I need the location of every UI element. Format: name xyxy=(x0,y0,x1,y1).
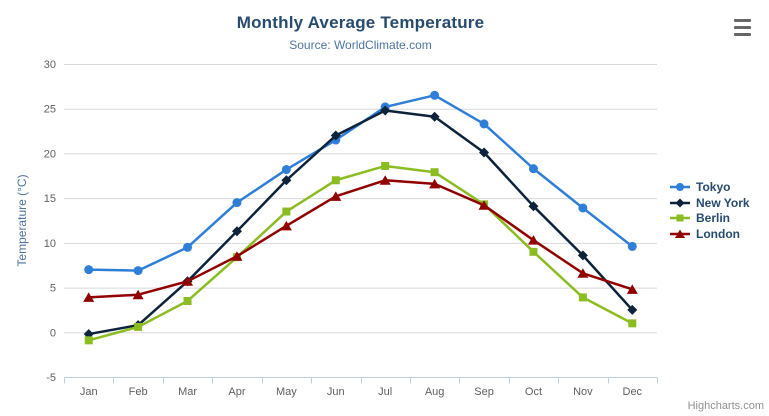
data-point-marker xyxy=(429,111,440,122)
data-point-marker xyxy=(577,250,588,261)
svg-text:Mar: Mar xyxy=(178,386,197,398)
data-point-marker xyxy=(282,207,291,216)
credits-link[interactable]: Highcharts.com xyxy=(687,400,764,412)
svg-text:Nov: Nov xyxy=(573,386,593,398)
data-point-marker xyxy=(675,198,685,208)
x-axis xyxy=(64,377,658,384)
svg-text:Apr: Apr xyxy=(228,386,245,398)
svg-text:20: 20 xyxy=(44,148,56,160)
data-point-marker xyxy=(183,296,192,305)
x-axis-labels: Jan Feb Mar Apr May Jun Jul Aug Sep Oct Nov Dec xyxy=(80,386,643,398)
svg-text:Feb: Feb xyxy=(129,386,148,398)
data-point-marker xyxy=(83,292,95,302)
data-point-marker xyxy=(430,90,440,100)
legend-label-new-york: New York xyxy=(696,195,750,210)
series-london[interactable] xyxy=(83,175,638,302)
data-point-marker xyxy=(182,276,194,286)
data-point-marker xyxy=(330,130,341,141)
data-point-marker xyxy=(430,168,439,177)
data-point-marker xyxy=(429,178,441,189)
svg-text:May: May xyxy=(276,386,297,398)
legend-marker-london xyxy=(669,228,691,240)
data-point-marker xyxy=(132,289,144,300)
data-point-marker xyxy=(676,214,684,222)
svg-text:0: 0 xyxy=(50,327,56,339)
series-tokyo[interactable] xyxy=(84,90,637,276)
svg-text:Oct: Oct xyxy=(525,386,542,398)
svg-text:5: 5 xyxy=(50,283,56,295)
data-point-marker xyxy=(676,182,684,191)
legend-item-new-york[interactable]: New York xyxy=(669,195,750,211)
data-point-marker xyxy=(479,147,490,158)
grid-lines xyxy=(64,64,657,334)
svg-text:30: 30 xyxy=(44,59,56,71)
data-point-marker xyxy=(578,203,588,213)
data-point-marker xyxy=(478,200,490,210)
svg-text:Aug: Aug xyxy=(425,386,445,398)
svg-text:-5: -5 xyxy=(46,372,56,384)
legend-item-london[interactable]: London xyxy=(669,226,750,242)
svg-text:Jan: Jan xyxy=(80,386,98,398)
data-point-marker xyxy=(577,268,589,278)
data-point-marker xyxy=(675,229,685,238)
legend-label-london: London xyxy=(696,226,740,241)
legend-marker-new-york xyxy=(669,197,691,209)
data-point-marker xyxy=(134,322,143,331)
legend-marker-berlin xyxy=(669,212,691,224)
data-point-marker xyxy=(627,304,638,315)
data-point-marker xyxy=(84,336,93,345)
export-menu-button[interactable] xyxy=(734,19,753,36)
data-point-marker xyxy=(627,241,637,251)
data-point-marker xyxy=(330,191,342,201)
series-new-york[interactable] xyxy=(83,105,638,340)
hamburger-menu-icon xyxy=(734,19,751,23)
data-point-marker xyxy=(528,201,539,212)
data-point-marker xyxy=(527,235,539,245)
legend: Tokyo New York Berlin London xyxy=(669,179,750,242)
data-point-marker xyxy=(232,198,242,208)
data-point-marker xyxy=(280,220,292,231)
data-point-marker xyxy=(628,319,637,328)
data-point-marker xyxy=(183,242,193,252)
data-point-marker xyxy=(479,119,489,129)
data-point-marker xyxy=(231,251,243,261)
data-point-marker xyxy=(231,226,242,237)
svg-text:15: 15 xyxy=(44,193,56,205)
svg-text:25: 25 xyxy=(44,104,56,116)
data-point-marker xyxy=(281,175,292,186)
chart-title: Monthly Average Temperature xyxy=(236,13,485,32)
data-point-marker xyxy=(578,293,587,302)
svg-text:Jun: Jun xyxy=(327,386,345,398)
legend-label-berlin: Berlin xyxy=(696,211,731,226)
y-axis-title: Temperature (°C) xyxy=(15,174,29,266)
data-point-marker xyxy=(380,105,391,116)
chart-subtitle: Source: WorldClimate.com xyxy=(289,38,432,52)
y-axis-labels: -5 0 5 10 15 20 25 30 xyxy=(44,59,56,384)
data-point-marker xyxy=(528,164,538,174)
data-point-marker xyxy=(331,176,340,185)
svg-text:Jul: Jul xyxy=(378,386,392,398)
data-point-marker xyxy=(84,265,94,275)
data-point-marker xyxy=(379,175,391,185)
legend-item-berlin[interactable]: Berlin xyxy=(669,210,750,226)
legend-item-tokyo[interactable]: Tokyo xyxy=(669,179,750,195)
svg-text:Sep: Sep xyxy=(474,386,494,398)
legend-label-tokyo: Tokyo xyxy=(696,179,731,194)
data-point-marker xyxy=(133,266,143,276)
data-point-marker xyxy=(626,284,638,294)
data-point-marker xyxy=(529,247,538,256)
legend-marker-tokyo xyxy=(669,181,691,193)
data-point-marker xyxy=(381,161,390,170)
data-point-marker xyxy=(281,165,291,175)
svg-text:10: 10 xyxy=(44,238,56,250)
svg-text:Dec: Dec xyxy=(623,386,643,398)
